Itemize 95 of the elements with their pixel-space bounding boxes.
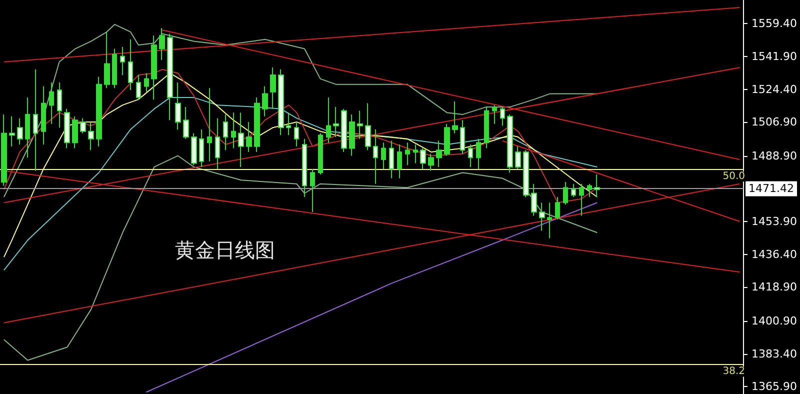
candlestick (183, 106, 189, 140)
ref-line-label: 1471.42 (748, 182, 794, 196)
candlestick (144, 72, 149, 92)
candlestick (365, 102, 371, 151)
candlestick (88, 121, 94, 151)
candlestick (468, 144, 473, 168)
candlestick (318, 132, 323, 175)
candlestick (136, 74, 141, 100)
candlestick (357, 110, 363, 140)
candlestick (72, 116, 78, 149)
text: 黄金日线图 (175, 238, 275, 262)
y-tick-label: 1400.90 (752, 314, 798, 328)
candlestick (515, 146, 521, 170)
candlestick (278, 68, 284, 136)
y-tick-label: 1418.90 (752, 280, 798, 294)
y-tick-label: 1559.40 (752, 17, 798, 30)
candlestick (444, 123, 450, 156)
candlestick (223, 114, 228, 151)
candlestick (341, 108, 347, 152)
candlestick (294, 121, 299, 147)
candlestick (555, 196, 560, 220)
candlestick (270, 67, 276, 110)
candlestick (17, 118, 23, 145)
candlestick (246, 121, 252, 152)
candlestick (9, 116, 15, 147)
y-tick-label: 1436.40 (752, 248, 798, 261)
candlestick (175, 82, 181, 130)
candlestick (547, 202, 552, 239)
candlestick (484, 106, 489, 149)
candlestick (286, 112, 291, 136)
candlestick (254, 97, 260, 152)
annotation: 38.2 (722, 366, 745, 378)
y-tick-label: 1365.90 (752, 380, 798, 394)
candlestick (207, 88, 212, 162)
candlestick (104, 31, 110, 89)
candlestick (25, 97, 30, 158)
candlestick (112, 48, 117, 89)
y-tick-label: 1506.90 (752, 116, 798, 129)
candlestick (199, 128, 204, 168)
candlestick (120, 46, 125, 76)
candlestick (405, 142, 410, 166)
candlestick (492, 104, 497, 124)
candlestick (594, 174, 600, 198)
candlestick (326, 97, 331, 144)
y-tick-label: 1383.40 (752, 347, 798, 360)
candlestick (57, 82, 62, 128)
candlestick (215, 118, 220, 170)
line-series (3, 72, 598, 258)
line-series (146, 202, 598, 393)
candlestick (460, 120, 465, 154)
y-tick-label: 1488.90 (752, 149, 798, 162)
candlestick (531, 183, 537, 216)
candlestick (349, 114, 355, 156)
candlestick (333, 106, 339, 138)
candlestick (373, 128, 378, 184)
candlestick (231, 112, 236, 149)
candlestick (128, 38, 133, 91)
candlestick (563, 181, 568, 206)
candlestick (41, 86, 46, 145)
candlestick (310, 168, 315, 213)
candlestick (587, 183, 592, 198)
candlestick (476, 138, 481, 170)
candlestick (507, 114, 513, 174)
y-tick-label: 1541.90 (752, 50, 798, 63)
candlestick (151, 35, 157, 100)
candlestick (1, 114, 7, 186)
candlestick (523, 150, 529, 198)
candlestick (500, 106, 505, 126)
candlestick (571, 183, 576, 198)
line-series (3, 97, 598, 271)
candlestick (579, 183, 584, 216)
candlestick (64, 108, 70, 149)
candlestick (397, 144, 402, 179)
candlestick (428, 153, 434, 172)
candlestick (389, 140, 394, 179)
candlestick (262, 86, 268, 117)
candlestick (49, 82, 54, 124)
candlestick (539, 202, 545, 232)
candlestick (80, 118, 86, 134)
candlestick (191, 132, 197, 166)
candlestick (436, 140, 442, 168)
candlestick (159, 28, 165, 61)
candlestick (302, 138, 307, 198)
candlestick (33, 68, 38, 172)
candlestick (420, 148, 426, 170)
line-series (3, 155, 598, 361)
candlestick (381, 142, 386, 170)
candlestick (413, 144, 418, 164)
y-tick-label: 1524.40 (752, 82, 798, 96)
candlestick (238, 112, 244, 168)
y-tick-label: 1453.90 (752, 215, 798, 228)
candlestick (96, 76, 102, 147)
candlestick (452, 100, 458, 134)
candlestick (167, 33, 173, 121)
annotation: 50.0 (722, 171, 745, 182)
